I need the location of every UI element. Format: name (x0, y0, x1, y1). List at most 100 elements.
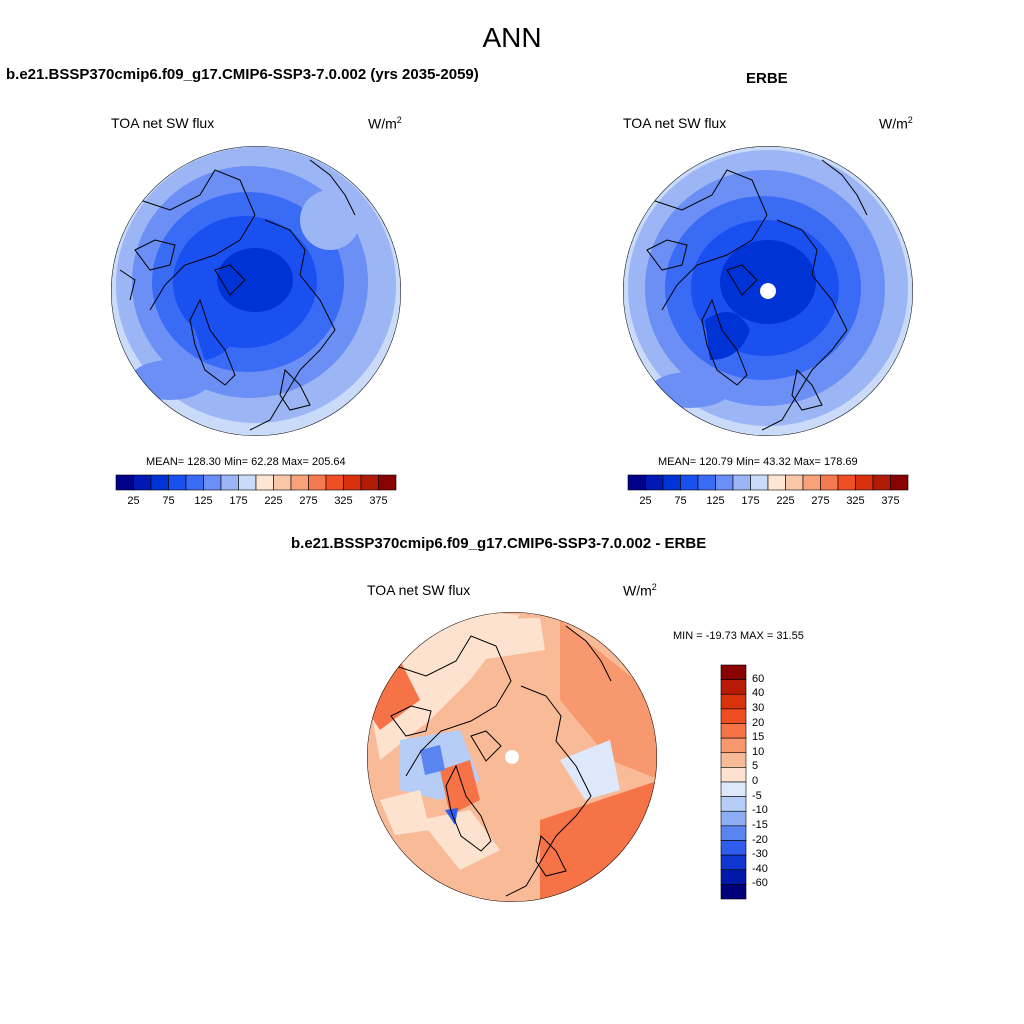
coastlines (119, 159, 356, 431)
colorbar-difference-swatch (720, 767, 747, 783)
panel-3-stats: MIN = -19.73 MAX = 31.55 (673, 630, 804, 642)
colorbar-difference-swatch (720, 840, 747, 856)
colorbar-difference-tick-label: 20 (752, 716, 765, 729)
panel-2-units: W/m2 (879, 115, 913, 132)
colorbar-model-swatch (273, 474, 292, 491)
colorbar-erbe-tick-label: 275 (811, 495, 830, 507)
colorbar-difference-tick-label: 10 (752, 745, 765, 758)
colorbar-erbe-swatch (645, 474, 664, 491)
colorbar-erbe-tick-label: 375 (881, 495, 900, 507)
panel-2-stats: MEAN= 120.79 Min= 43.32 Max= 178.69 (658, 456, 858, 468)
colorbar-model-swatch (378, 474, 397, 491)
colorbar-difference-swatch (720, 781, 747, 797)
colorbar-model-swatch (220, 474, 239, 491)
colorbar-model-swatch (343, 474, 362, 491)
colorbar-model-tick-label: 175 (229, 495, 248, 507)
colorbar-difference-tick-label: 5 (752, 760, 759, 773)
colorbar-model-swatch (168, 474, 187, 491)
colorbar-difference-swatch (720, 810, 747, 827)
colorbar-model-tick-label: 275 (299, 495, 318, 507)
colorbar-erbe-swatch (767, 474, 786, 491)
panel-1-title: b.e21.BSSP370cmip6.f09_g17.CMIP6-SSP3-7.… (6, 66, 479, 83)
colorbar-difference-swatch (720, 752, 747, 768)
colorbar-model-swatch (115, 474, 134, 491)
colorbar-difference-tick-label: 0 (752, 775, 759, 787)
colorbar-difference-swatch (720, 737, 747, 754)
colorbar-difference (720, 664, 747, 900)
figure-title: ANN (482, 22, 542, 53)
colorbar-model-swatch (133, 474, 152, 491)
panel-3-variable-label: TOA net SW flux (367, 582, 471, 598)
colorbar-difference-swatch (720, 708, 747, 724)
colorbar-model-tick-label: 125 (194, 495, 213, 507)
colorbar-erbe (627, 474, 909, 491)
colorbar-model-tick-label: 325 (334, 495, 353, 507)
colorbar-difference-swatch (720, 664, 747, 680)
colorbar-erbe-swatch (732, 474, 751, 491)
colorbar-erbe-tick-label: 225 (776, 495, 795, 507)
colorbar-erbe-swatch (855, 474, 874, 491)
colorbar-erbe-tick-label: 325 (846, 495, 865, 507)
colorbar-difference-swatch (720, 796, 747, 812)
colorbar-difference-swatch (720, 679, 747, 695)
colorbar-difference-tick-label: 60 (752, 672, 765, 685)
colorbar-difference-swatch (720, 723, 747, 739)
colorbar-difference-swatch (720, 869, 747, 885)
panel-3-units: W/m2 (623, 582, 657, 599)
colorbar-difference-swatch (720, 825, 747, 841)
colorbar-erbe-tick-label: 125 (706, 495, 725, 507)
colorbar-erbe-swatch (820, 474, 839, 491)
coastlines (646, 159, 868, 431)
colorbar-model-swatch (308, 474, 327, 491)
colorbar-erbe-swatch (680, 474, 699, 491)
colorbar-model-swatch (360, 474, 379, 491)
colorbar-model-swatch (238, 474, 257, 491)
panel-1-variable-label: TOA net SW flux (111, 115, 215, 131)
colorbar-difference-tick-label: -5 (752, 789, 762, 802)
panel-2-variable-label: TOA net SW flux (623, 115, 727, 131)
colorbar-model-tick-label: 225 (264, 495, 283, 507)
colorbar-erbe-swatch (750, 474, 769, 491)
colorbar-difference-swatch (720, 884, 747, 900)
colorbar-erbe-swatch (785, 474, 804, 491)
colorbar-difference-tick-label: 30 (752, 701, 765, 714)
panel-1-stats: MEAN= 128.30 Min= 62.28 Max= 205.64 (146, 456, 346, 468)
colorbar-erbe-swatch (627, 474, 646, 491)
colorbar-erbe-swatch (662, 474, 681, 491)
colorbar-erbe-swatch (872, 474, 891, 491)
colorbar-difference-tick-label: 15 (752, 731, 765, 744)
polar-map-difference (367, 612, 657, 902)
colorbar-model-tick-label: 375 (369, 495, 388, 507)
colorbar-difference-tick-label: -60 (752, 877, 768, 890)
colorbar-erbe-swatch (837, 474, 856, 491)
colorbar-model-tick-label: 75 (162, 495, 175, 507)
colorbar-erbe-tick-label: 25 (639, 495, 652, 507)
colorbar-erbe-swatch (802, 474, 821, 491)
colorbar-model-swatch (290, 474, 309, 491)
colorbar-model-swatch (185, 474, 204, 491)
colorbar-model-tick-label: 25 (127, 495, 140, 507)
colorbar-difference-swatch (720, 854, 747, 871)
colorbar-difference-tick-label: -40 (752, 862, 768, 875)
colorbar-erbe-swatch (715, 474, 734, 491)
colorbar-model-swatch (255, 474, 274, 491)
colorbar-model (115, 474, 397, 491)
coastlines (390, 625, 612, 897)
colorbar-erbe-swatch (890, 474, 909, 491)
colorbar-difference-swatch (720, 693, 747, 710)
colorbar-difference-tick-label: 40 (752, 687, 765, 700)
colorbar-model-swatch (203, 474, 222, 491)
colorbar-erbe-swatch (697, 474, 716, 491)
colorbar-difference-tick-label: -30 (752, 848, 768, 861)
panel-3-title: b.e21.BSSP370cmip6.f09_g17.CMIP6-SSP3-7.… (291, 535, 707, 552)
colorbar-difference-tick-label: -15 (752, 818, 768, 831)
colorbar-difference-tick-label: -10 (752, 804, 768, 817)
colorbar-difference-tick-label: -20 (752, 833, 768, 846)
colorbar-erbe-tick-label: 75 (674, 495, 687, 507)
panel-2-title: ERBE (746, 70, 788, 87)
colorbar-model-swatch (150, 474, 169, 491)
panel-1-units: W/m2 (368, 115, 402, 132)
colorbar-model-swatch (325, 474, 344, 491)
colorbar-erbe-tick-label: 175 (741, 495, 760, 507)
